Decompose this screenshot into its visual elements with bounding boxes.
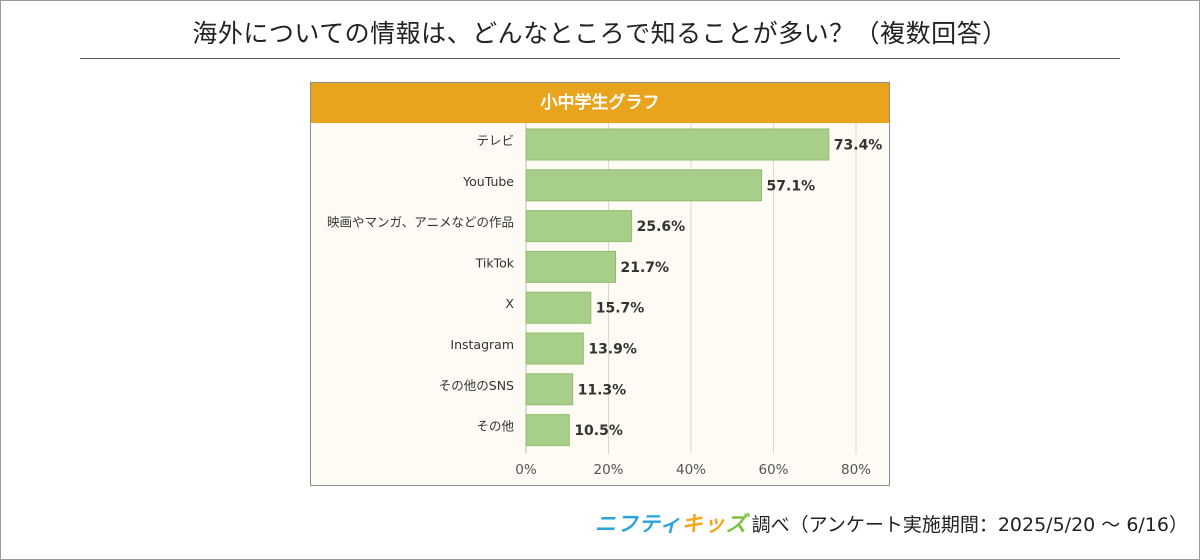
page-title: 海外についての情報は、どんなところで知ることが多い？（複数回答） [192, 19, 1008, 48]
value-label-7: 10.5% [574, 423, 623, 439]
logo-part-kit: キッ [681, 512, 726, 536]
bar-3 [525, 250, 617, 283]
bar-7 [525, 414, 570, 447]
x-tick-label-40: 40% [676, 462, 706, 478]
value-label-6: 11.3% [578, 382, 627, 398]
category-label-5: Instagram [450, 337, 514, 352]
chart-title: 小中学生グラフ [311, 83, 889, 123]
category-label-7: その他 [476, 419, 514, 434]
category-label-4: X [505, 296, 514, 311]
bar-2 [525, 210, 633, 243]
category-label-6: その他のSNS [439, 378, 514, 393]
bar-1 [525, 169, 763, 202]
value-label-5: 13.9% [588, 342, 637, 358]
value-label-1: 57.1% [767, 178, 816, 194]
bar-chart: テレビ 73.4% YouTube 57.1% 映画やマンガ、アニメなどの作品 25.6%… [327, 123, 883, 478]
value-label-0: 73.4% [834, 138, 883, 154]
niftykids-logo: ニフティキッズ [595, 508, 748, 538]
bar-4 [525, 291, 592, 324]
bar-0 [525, 128, 830, 161]
x-tick-label-20: 20% [593, 462, 623, 478]
bar-6 [525, 373, 574, 406]
x-tick-label-80: 80% [841, 462, 871, 478]
category-label-2: 映画やマンガ、アニメなどの作品 [327, 215, 514, 230]
bar-5 [525, 332, 584, 365]
x-tick-label-60: 60% [758, 462, 788, 478]
source-text: 調べ（アンケート実施期間：2025/5/20 ～ 6/16） [751, 514, 1188, 536]
value-label-4: 15.7% [596, 301, 645, 317]
title-divider [80, 58, 1120, 59]
source-note: ニフティキッズ 調べ（アンケート実施期間：2025/5/20 ～ 6/16） [595, 508, 1188, 538]
logo-part-nifty: ニフティ [594, 512, 682, 536]
category-label-3: TikTok [475, 255, 515, 270]
category-label-0: テレビ [476, 133, 514, 148]
value-label-3: 21.7% [621, 260, 670, 276]
value-label-2: 25.6% [637, 219, 686, 235]
logo-part-zu: ズ [725, 512, 748, 536]
x-tick-label-0: 0% [515, 462, 537, 478]
category-label-1: YouTube [462, 174, 514, 189]
